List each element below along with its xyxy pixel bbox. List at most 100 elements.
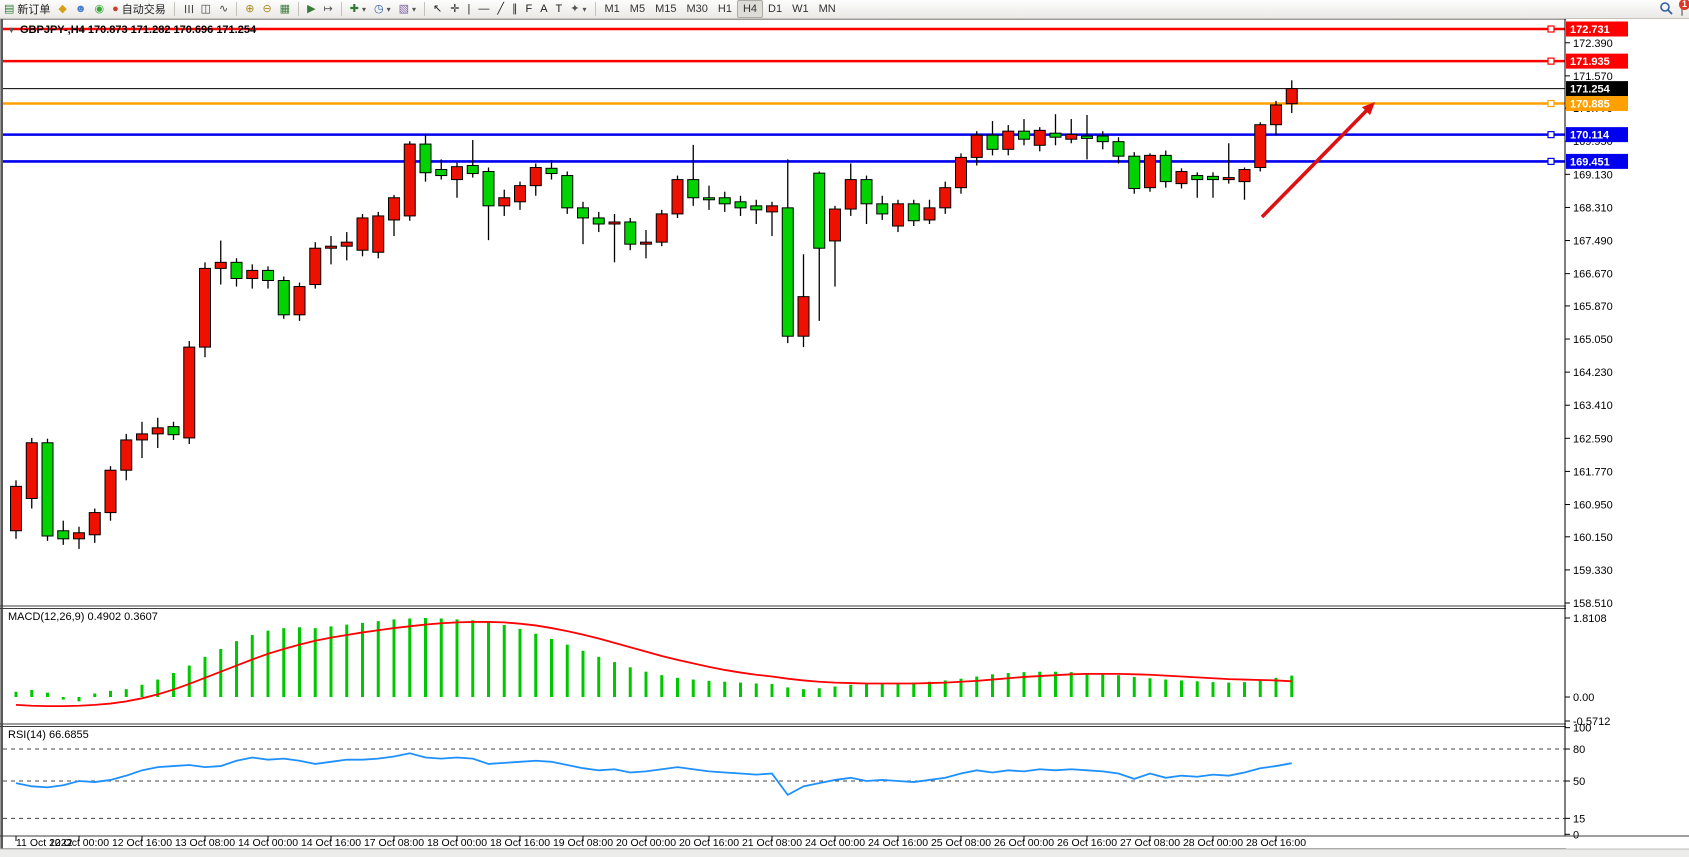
- line-chart-button[interactable]: ∿: [215, 1, 232, 17]
- bar-chart-button[interactable]: ☰: [179, 1, 197, 17]
- timeframe-m15[interactable]: M15: [655, 3, 677, 15]
- time-label: 24 Oct 00:00: [805, 837, 865, 849]
- profile-icon[interactable]: ☻: [71, 1, 91, 17]
- arrows-button[interactable]: ✦ ▾: [566, 1, 590, 17]
- market-watch-icon-icon: ◆: [58, 3, 67, 15]
- candle: [1018, 130, 1030, 140]
- axis-tick-label: 164.230: [1573, 367, 1613, 379]
- tile-windows-button[interactable]: ▦: [276, 1, 294, 17]
- candle: [167, 426, 180, 436]
- zoom-in-button[interactable]: ⊕: [241, 1, 258, 17]
- axis-tick-label: 160.150: [1573, 532, 1613, 544]
- chat-icon[interactable]: 1: [1679, 0, 1689, 16]
- candle: [529, 166, 542, 187]
- candle: [1144, 154, 1156, 189]
- price-line-handle[interactable]: [1547, 99, 1555, 108]
- candle: [136, 433, 148, 441]
- candle: [1081, 135, 1093, 139]
- price-line-handle[interactable]: [1547, 157, 1555, 165]
- templates-button[interactable]: ▧ ▾: [395, 1, 420, 17]
- macd-label: MACD(12,26,9) 0.4902 0.3607: [8, 611, 158, 623]
- text-button[interactable]: A: [536, 1, 551, 17]
- cursor-button[interactable]: ↖: [429, 1, 446, 17]
- zoom-out-icon: ⊖: [262, 3, 272, 15]
- fibonacci-button[interactable]: F: [521, 1, 536, 17]
- text-label-icon: T: [555, 3, 563, 15]
- text-icon: A: [540, 3, 548, 15]
- new-order-button-label: 新订单: [17, 4, 51, 16]
- vertical-line-button[interactable]: |: [463, 1, 474, 17]
- price-line-handle[interactable]: [1547, 25, 1555, 33]
- chart-shift-button[interactable]: ↦: [320, 1, 337, 17]
- market-watch-icon[interactable]: ◆: [54, 1, 70, 17]
- candle: [388, 197, 400, 221]
- price-label-box: [1566, 127, 1628, 143]
- time-label: 27 Oct 08:00: [1120, 837, 1180, 849]
- chevron-down-icon: ▾: [361, 4, 366, 14]
- candle: [151, 427, 164, 435]
- trendline-button[interactable]: ╱: [493, 1, 508, 17]
- autotrading-button[interactable]: ● 自动交易: [108, 1, 170, 17]
- text-label-button[interactable]: T: [552, 1, 567, 17]
- candlestick-chart-button[interactable]: ◫: [197, 1, 215, 17]
- timeframe-d1[interactable]: D1: [768, 3, 783, 15]
- price-label: 172.731: [1570, 24, 1610, 36]
- toolbar-separator: [236, 2, 238, 16]
- zoom-out-button[interactable]: ⊖: [258, 1, 275, 17]
- candle: [1175, 171, 1188, 185]
- candle: [766, 205, 778, 213]
- price-label-box: [1566, 81, 1628, 97]
- horizontal-line-icon: —: [478, 3, 490, 15]
- candle: [183, 346, 196, 439]
- candle: [88, 512, 101, 536]
- timeframe-m30[interactable]: M30: [686, 3, 708, 15]
- price-label: 169.451: [1570, 156, 1610, 168]
- macd-axis-label: 1.8108: [1573, 613, 1607, 625]
- trend-arrow-line[interactable]: [1260, 105, 1373, 219]
- signals-icon[interactable]: ◉: [90, 1, 108, 17]
- new-order-button[interactable]: ▤ 新订单: [0, 1, 54, 17]
- candle: [25, 442, 38, 499]
- indicators-button[interactable]: ✚ ▾: [346, 1, 370, 17]
- candle: [1096, 135, 1109, 143]
- candle: [844, 179, 857, 210]
- candle: [309, 247, 322, 286]
- timeframe-m1[interactable]: M1: [604, 3, 620, 15]
- notification-badge: 1: [1679, 0, 1689, 10]
- candle: [1128, 155, 1141, 189]
- timeframe-h4[interactable]: H4: [736, 0, 763, 18]
- templates-icon: ▧: [398, 3, 410, 15]
- axis-tick-label: 166.670: [1573, 269, 1613, 281]
- trend-arrow-head[interactable]: [1361, 102, 1375, 116]
- auto-scroll-icon: ▶: [307, 3, 316, 15]
- candle: [10, 485, 22, 532]
- periods-button[interactable]: ◷ ▾: [370, 1, 395, 17]
- rsi-axis-label: 15: [1573, 813, 1585, 825]
- price-label-box: [1566, 153, 1628, 169]
- channel-button[interactable]: ∥: [508, 1, 522, 17]
- axis-tick-label: 172.390: [1573, 38, 1613, 50]
- auto-scroll-button[interactable]: ▶: [303, 1, 319, 17]
- candle: [403, 143, 416, 217]
- timeframe-mn[interactable]: MN: [818, 3, 836, 15]
- price-line-handle[interactable]: [1547, 131, 1555, 139]
- periods-icon: ◷: [373, 3, 384, 15]
- time-label: 18 Oct 00:00: [427, 837, 487, 849]
- horizontal-line-button[interactable]: —: [474, 1, 493, 17]
- timeframe-h1[interactable]: H1: [717, 3, 732, 15]
- timeframe-w1[interactable]: W1: [792, 3, 809, 15]
- cursor-icon: ↖: [433, 3, 443, 15]
- symbol-dropdown-icon[interactable]: ▼: [7, 25, 16, 35]
- chart-canvas[interactable]: 172.390171.570170.770169.950169.130168.3…: [0, 19, 1689, 857]
- time-label: 18 Oct 16:00: [490, 837, 550, 849]
- price-label: 171.254: [1570, 84, 1611, 96]
- fibonacci-icon: F: [525, 3, 533, 15]
- candle: [41, 442, 54, 537]
- candle: [104, 469, 117, 514]
- price-line-handle[interactable]: [1547, 57, 1555, 65]
- price-label: 170.114: [1570, 130, 1610, 142]
- candle: [545, 167, 558, 175]
- search-icon[interactable]: [1659, 1, 1673, 18]
- timeframe-m5[interactable]: M5: [629, 3, 646, 15]
- crosshair-button[interactable]: ✛: [446, 1, 463, 17]
